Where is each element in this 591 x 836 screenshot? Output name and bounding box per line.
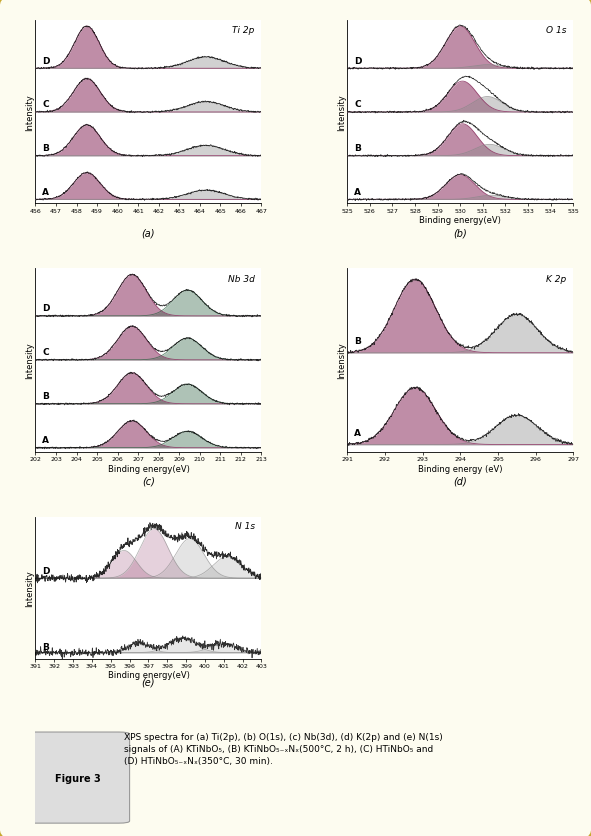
Y-axis label: Intensity: Intensity	[337, 342, 346, 379]
Text: Nb 3d: Nb 3d	[228, 274, 255, 283]
Text: A: A	[354, 187, 361, 196]
Text: N 1s: N 1s	[235, 522, 255, 530]
Text: (d): (d)	[453, 477, 467, 487]
Y-axis label: Intensity: Intensity	[337, 94, 346, 131]
Text: (e): (e)	[142, 677, 155, 687]
Text: (c): (c)	[142, 477, 155, 487]
Text: D: D	[42, 567, 50, 575]
Text: B: B	[354, 337, 361, 346]
Text: A: A	[354, 429, 361, 438]
Text: C: C	[42, 348, 49, 357]
Text: D: D	[354, 57, 362, 66]
Y-axis label: Intensity: Intensity	[25, 342, 34, 379]
Text: Ti 2p: Ti 2p	[232, 27, 255, 35]
FancyBboxPatch shape	[25, 732, 129, 823]
Text: A: A	[42, 187, 49, 196]
X-axis label: Binding energy(eV): Binding energy(eV)	[420, 217, 501, 225]
Text: C: C	[354, 100, 361, 110]
Y-axis label: Intensity: Intensity	[25, 569, 34, 606]
X-axis label: Binding energy(eV): Binding energy(eV)	[108, 670, 189, 680]
Text: B: B	[42, 392, 49, 400]
X-axis label: Binding energy(eV): Binding energy(eV)	[108, 464, 189, 473]
Text: B: B	[354, 144, 361, 153]
Text: B: B	[42, 642, 49, 650]
Text: O 1s: O 1s	[546, 27, 567, 35]
Text: D: D	[42, 304, 50, 313]
Text: XPS spectra for (a) Ti(2p), (b) O(1s), (c) Nb(3d), (d) K(2p) and (e) N(1s)
signa: XPS spectra for (a) Ti(2p), (b) O(1s), (…	[124, 732, 443, 766]
Text: D: D	[42, 57, 50, 66]
Text: K 2p: K 2p	[546, 274, 567, 283]
Y-axis label: Intensity: Intensity	[25, 94, 34, 131]
Text: A: A	[42, 436, 49, 445]
Text: (b): (b)	[453, 228, 467, 238]
Text: Figure 3: Figure 3	[54, 772, 100, 782]
Text: B: B	[42, 144, 49, 153]
X-axis label: Binding energy (eV): Binding energy (eV)	[418, 464, 502, 473]
Text: (a): (a)	[142, 228, 155, 238]
Text: C: C	[42, 100, 49, 110]
